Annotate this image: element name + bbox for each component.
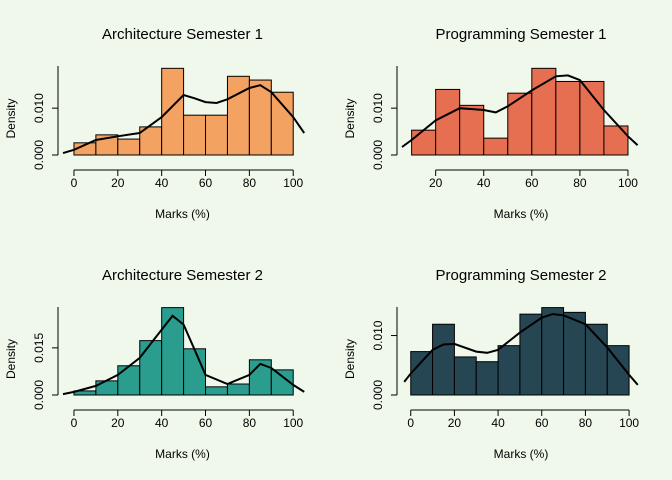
density-curve: [401, 74, 639, 148]
x-tick-label: 40: [477, 176, 491, 190]
x-tick-label: 0: [71, 416, 78, 430]
histogram-bar: [161, 67, 185, 156]
x-axis-label: Marks (%): [155, 207, 210, 221]
y-tick-label: 0.000: [32, 380, 46, 410]
x-tick-label: 40: [155, 176, 169, 190]
histogram-bar: [453, 356, 477, 396]
x-tick-label: 80: [573, 176, 587, 190]
y-tick-label: 0.000: [371, 140, 385, 170]
x-tick-label: 100: [283, 176, 303, 190]
y-tick-label: 0.010: [371, 93, 385, 123]
histogram-bar: [183, 348, 207, 396]
y-tick-label: 0.000: [32, 140, 46, 170]
y-tick-label: 0.000: [371, 380, 385, 410]
histogram-bar: [579, 80, 605, 156]
histogram-bar: [226, 75, 250, 156]
x-tick-label: 60: [525, 176, 539, 190]
histogram-bar: [205, 114, 228, 156]
histogram-bar: [475, 361, 499, 396]
histogram-bar: [226, 383, 250, 396]
x-tick-label: 100: [283, 416, 303, 430]
histogram-bar: [531, 67, 557, 156]
histogram-bar: [435, 88, 461, 156]
x-tick-label: 60: [535, 416, 549, 430]
histogram-bar: [117, 138, 141, 156]
histogram-bar: [541, 307, 565, 396]
x-tick-label: 20: [448, 416, 462, 430]
histogram-bar: [139, 340, 163, 396]
histogram-bar: [497, 345, 521, 396]
x-tick-label: 20: [429, 176, 443, 190]
histogram-bar: [563, 311, 586, 396]
histogram-bar: [432, 323, 455, 396]
x-tick-label: 20: [111, 416, 125, 430]
histogram-bar: [270, 91, 294, 156]
y-axis-label: Density: [343, 98, 357, 138]
density-curve: [403, 313, 639, 386]
x-tick-label: 60: [199, 176, 213, 190]
x-tick-label: 80: [243, 176, 257, 190]
y-axis-label: Density: [4, 98, 18, 138]
histogram-bar: [270, 369, 294, 396]
chart-title: Architecture Semester 1: [102, 26, 263, 43]
x-tick-label: 0: [407, 416, 414, 430]
histogram-bar: [410, 351, 434, 396]
histogram-bar: [183, 114, 207, 156]
x-tick-label: 40: [155, 416, 169, 430]
chart-title: Programming Semester 1: [436, 26, 607, 43]
histogram-bar: [459, 104, 485, 156]
y-tick-label: 0.010: [371, 320, 385, 350]
x-tick-label: 100: [619, 416, 639, 430]
x-tick-label: 40: [491, 416, 505, 430]
histogram-bar: [507, 92, 533, 156]
y-tick-label: 0.015: [32, 333, 46, 363]
x-tick-label: 0: [71, 176, 78, 190]
x-axis-label: Marks (%): [494, 447, 549, 461]
x-tick-label: 60: [199, 416, 213, 430]
chart-title: Programming Semester 2: [436, 267, 607, 284]
density-curve: [62, 84, 306, 155]
x-tick-label: 80: [579, 416, 593, 430]
histogram-bar: [248, 79, 272, 156]
histogram-bar: [606, 345, 630, 396]
y-axis-label: Density: [343, 339, 357, 379]
x-axis-label: Marks (%): [155, 447, 210, 461]
histogram-bar: [483, 137, 509, 156]
x-axis-label: Marks (%): [494, 207, 549, 221]
x-tick-label: 20: [111, 176, 125, 190]
y-axis-label: Density: [4, 339, 18, 379]
histogram-bar: [603, 125, 629, 156]
chart-title: Architecture Semester 2: [102, 267, 263, 284]
x-tick-label: 100: [618, 176, 638, 190]
histogram-bar: [555, 80, 581, 156]
density-curve: [62, 314, 305, 396]
histogram-bar: [117, 365, 141, 396]
y-tick-label: 0.010: [32, 93, 46, 123]
histogram-bar: [205, 386, 228, 396]
histogram-bar: [95, 380, 119, 396]
x-tick-label: 80: [243, 416, 257, 430]
histogram-bar: [411, 129, 437, 156]
